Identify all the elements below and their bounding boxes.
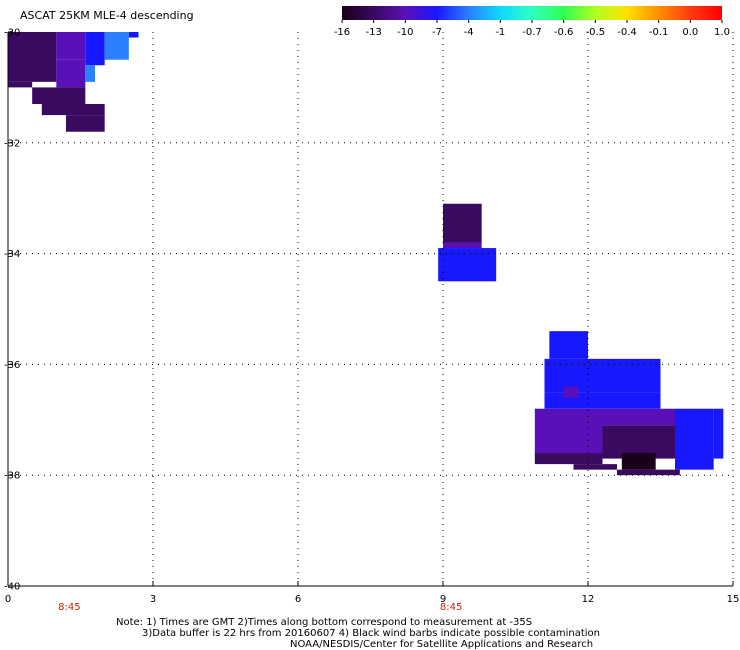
colorbar-tick-label: -0.6	[554, 27, 574, 38]
x-tick-label: 12	[582, 594, 595, 605]
data-cell	[544, 392, 661, 409]
colorbar-tick-label: -0.5	[586, 27, 606, 38]
data-cell	[549, 331, 588, 359]
colorbar-tick-label: 1.0	[714, 27, 730, 38]
colorbar-tick-label: -7	[432, 27, 442, 38]
y-tick-label: -36	[4, 360, 20, 371]
colorbar-tick-label: -0.4	[617, 27, 637, 38]
colorbar-tick-label: -16	[334, 27, 350, 38]
data-cell	[104, 32, 129, 60]
colorbar-tick-label: -10	[397, 27, 413, 38]
time-label: 8:45	[58, 602, 80, 613]
note-line-2: 3)Data buffer is 22 hrs from 20160607 4)…	[142, 628, 600, 639]
colorbar-tick-label: -13	[365, 27, 381, 38]
data-cell	[8, 32, 57, 82]
data-cell	[438, 248, 497, 282]
y-tick-label: -38	[4, 471, 20, 482]
data-cell	[85, 32, 105, 66]
data-cell	[128, 32, 139, 38]
data-cell	[544, 358, 661, 393]
y-tick-label: -30	[4, 28, 20, 39]
data-cell	[443, 203, 482, 243]
note-line-3: NOAA/NESDIS/Center for Satellite Applica…	[290, 639, 594, 650]
data-cell	[713, 408, 724, 459]
data-cell	[41, 104, 105, 116]
x-tick-label: 9	[440, 594, 446, 605]
time-label: 8:45	[440, 602, 462, 613]
colorbar	[342, 6, 722, 20]
data-cell	[617, 469, 680, 476]
data-cell	[8, 81, 33, 88]
x-tick-label: 6	[295, 594, 301, 605]
data-cell	[443, 242, 482, 249]
colorbar-tick-label: -4	[464, 27, 474, 38]
colorbar-tick-label: -0.1	[649, 27, 669, 38]
x-tick-label: 0	[5, 594, 11, 605]
y-tick-label: -32	[4, 138, 20, 149]
colorbar-tick-label: 0.0	[682, 27, 698, 38]
note-line-1: Note: 1) Times are GMT 2)Times along bot…	[116, 617, 533, 628]
data-cell	[675, 408, 714, 448]
y-tick-label: -34	[4, 249, 20, 260]
data-cell	[32, 87, 86, 105]
data-cell	[573, 464, 617, 470]
data-cell	[56, 59, 86, 88]
data-cell	[534, 453, 603, 465]
x-tick-label: 15	[727, 594, 740, 605]
y-tick-label: -40	[4, 582, 20, 593]
data-cell	[602, 408, 675, 426]
x-tick-label: 3	[150, 594, 156, 605]
data-cell	[534, 408, 603, 454]
data-cell	[66, 115, 105, 132]
data-cell	[563, 386, 579, 398]
data-cell	[85, 65, 95, 82]
data-cell	[621, 453, 656, 470]
chart-title: ASCAT 25KM MLE-4 descending	[20, 9, 194, 22]
colorbar-tick-label: -0.7	[522, 27, 542, 38]
colorbar-tick-label: -1	[495, 27, 505, 38]
data-cell	[56, 32, 86, 60]
data-cell	[602, 425, 675, 459]
data-cell	[675, 447, 714, 470]
